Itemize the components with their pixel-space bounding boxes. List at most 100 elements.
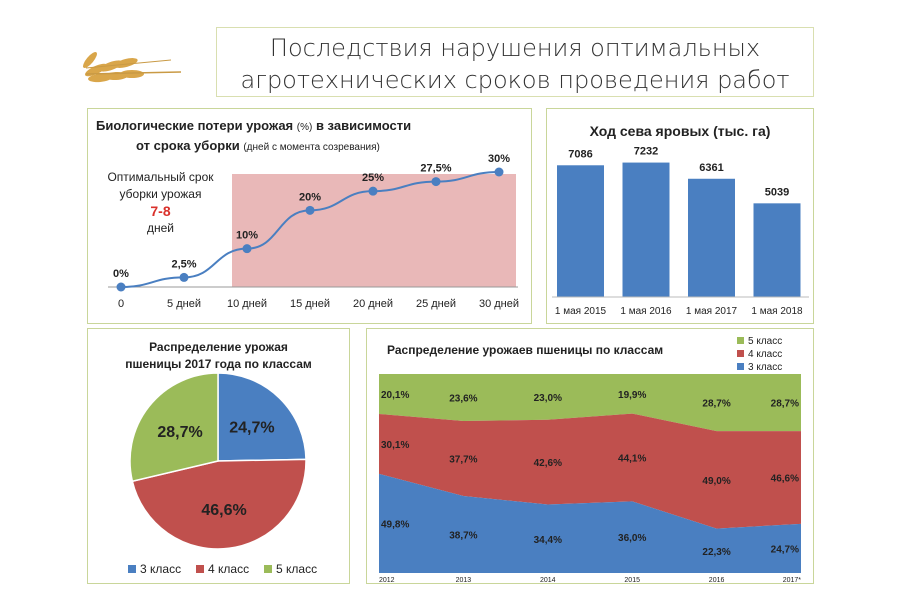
area-data-label: 44,1% <box>618 453 646 464</box>
legend-swatch <box>737 363 744 370</box>
area-data-label: 36,0% <box>618 533 646 544</box>
pie-data-label: 24,7% <box>229 419 274 436</box>
sowing-bar-chart: 7086 1 мая 2015 7232 1 мая 2016 6361 1 мая 20… <box>552 146 809 317</box>
area-data-label: 28,7% <box>771 399 799 410</box>
losses-title-unit: (%) <box>296 122 313 133</box>
page-title-line2: агротехнических сроков проведения работ <box>240 66 790 94</box>
pie-title: Распределение урожая пшеницы 2017 года п… <box>88 339 349 373</box>
x-tick-label: 2014 <box>540 577 556 583</box>
losses-title: Биологические потери урожая (%) в зависи… <box>96 117 411 157</box>
area-data-label: 30,1% <box>381 440 409 451</box>
area-data-label: 24,7% <box>771 544 799 555</box>
data-point <box>242 244 252 254</box>
optimal-line1: Оптимальный срок <box>107 170 214 184</box>
x-tick-label: 30 дней <box>479 298 519 310</box>
wheat-image <box>83 52 182 83</box>
x-tick-label: 15 дней <box>290 298 330 310</box>
area-3-class <box>379 473 801 573</box>
area-data-label: 23,0% <box>534 393 562 404</box>
area-data-label: 49,0% <box>702 476 730 487</box>
legend-label: 4 класс <box>748 349 782 360</box>
x-tick-label: 1 мая 2018 <box>751 306 803 317</box>
bar-value-label: 6361 <box>699 162 723 174</box>
data-label: 2,5% <box>171 258 196 270</box>
area-data-label: 28,7% <box>702 399 730 410</box>
pie-slice <box>129 372 219 483</box>
area-4-class <box>379 413 801 529</box>
area-data-label: 42,6% <box>534 458 562 469</box>
page-title-line1: Последствия нарушения оптимальных <box>269 34 761 62</box>
stacked-chart-panel: Распределение урожаев пшеницы по классам… <box>366 328 814 584</box>
x-tick-label: 2013 <box>456 577 472 583</box>
area-data-label: 34,4% <box>534 535 562 546</box>
losses-chart-panel: Биологические потери урожая (%) в зависи… <box>87 108 532 324</box>
losses-title-text: Биологические потери урожая <box>96 118 294 133</box>
data-point <box>368 186 378 196</box>
area-data-label: 37,7% <box>449 454 477 465</box>
losses-title-line2: от срока уборки <box>136 138 240 153</box>
x-tick-label: 2012 <box>379 577 395 583</box>
bar-value-label: 5039 <box>765 186 789 198</box>
data-label: 0% <box>113 268 129 280</box>
area-data-label: 19,9% <box>618 390 646 401</box>
legend-swatch <box>737 350 744 357</box>
pie-slice <box>131 458 307 550</box>
legend-swatch <box>264 565 272 573</box>
x-tick-label: 1 мая 2015 <box>555 306 607 317</box>
sowing-chart-panel: Ход сева яровых (тыс. га) 7086 1 мая 2015… <box>546 108 814 324</box>
bar <box>557 165 604 297</box>
x-tick-label: 20 дней <box>353 298 393 310</box>
legend-label: 3 класс <box>748 362 782 373</box>
x-tick-label: 10 дней <box>227 298 267 310</box>
losses-title-rest: в зависимости <box>315 118 412 133</box>
optimal-value: 7-8 <box>150 203 171 219</box>
stacked-title: Распределение урожаев пшеницы по классам <box>387 343 664 357</box>
area-data-label: 46,6% <box>771 473 799 484</box>
pie-data-label: 28,7% <box>157 424 202 441</box>
data-point <box>494 167 504 177</box>
losses-title-note: (дней с момента созревания) <box>243 142 380 153</box>
pie-title-line2: пшеницы 2017 года по классам <box>125 357 312 371</box>
area-data-label: 23,6% <box>449 393 477 404</box>
data-label: 10% <box>236 230 258 242</box>
x-tick-label: 5 дней <box>167 298 201 310</box>
legend-swatch <box>737 337 744 344</box>
legend-label: 5 класс <box>748 336 782 347</box>
data-label: 25% <box>362 172 384 184</box>
area-data-label: 49,8% <box>381 519 409 530</box>
x-tick-label: 1 мая 2017 <box>686 306 738 317</box>
pie-slice <box>217 372 307 462</box>
data-label: 20% <box>299 191 321 203</box>
bar-value-label: 7086 <box>568 148 592 160</box>
legend-label: 4 класс <box>208 562 249 576</box>
x-tick-label: 1 мая 2016 <box>620 306 672 317</box>
pie-data-label: 46,6% <box>201 502 246 519</box>
bar <box>622 162 670 297</box>
bar-value-label: 7232 <box>634 146 658 158</box>
stacked-area-chart: 49,8% 38,7% 34,4% 36,0% 22,3% 24,7% 30,1% 37,7%… <box>379 336 802 583</box>
area-data-label: 22,3% <box>702 547 730 558</box>
pie-title-line1: Распределение урожая <box>149 340 288 354</box>
x-tick-label: 0 <box>118 298 124 310</box>
x-tick-label: 2017* <box>783 577 802 583</box>
legend-label: 3 класс <box>140 562 181 576</box>
optimal-line2: уборки урожая <box>119 187 202 201</box>
legend-swatch <box>128 565 136 573</box>
bar <box>753 203 801 297</box>
sowing-title: Ход сева яровых (тыс. га) <box>589 123 771 139</box>
data-label: 30% <box>488 153 510 165</box>
data-point <box>116 282 126 292</box>
pie-chart: 24,7% 46,6% 28,7% 3 класс 4 класс 5 класс <box>128 372 317 576</box>
data-point <box>431 177 441 187</box>
legend-label: 5 класс <box>276 562 317 576</box>
data-point <box>305 205 315 215</box>
page-title-box: Последствия нарушения оптимальных агроте… <box>216 27 814 97</box>
data-label: 27,5% <box>420 163 451 175</box>
optimal-term-note: Оптимальный срок уборки урожая 7-8 дней <box>88 169 233 237</box>
x-tick-label: 25 дней <box>416 298 456 310</box>
x-tick-label: 2015 <box>624 577 640 583</box>
optimal-unit: дней <box>146 221 174 235</box>
x-tick-label: 2016 <box>709 577 725 583</box>
area-data-label: 38,7% <box>449 530 477 541</box>
bar <box>688 178 735 297</box>
